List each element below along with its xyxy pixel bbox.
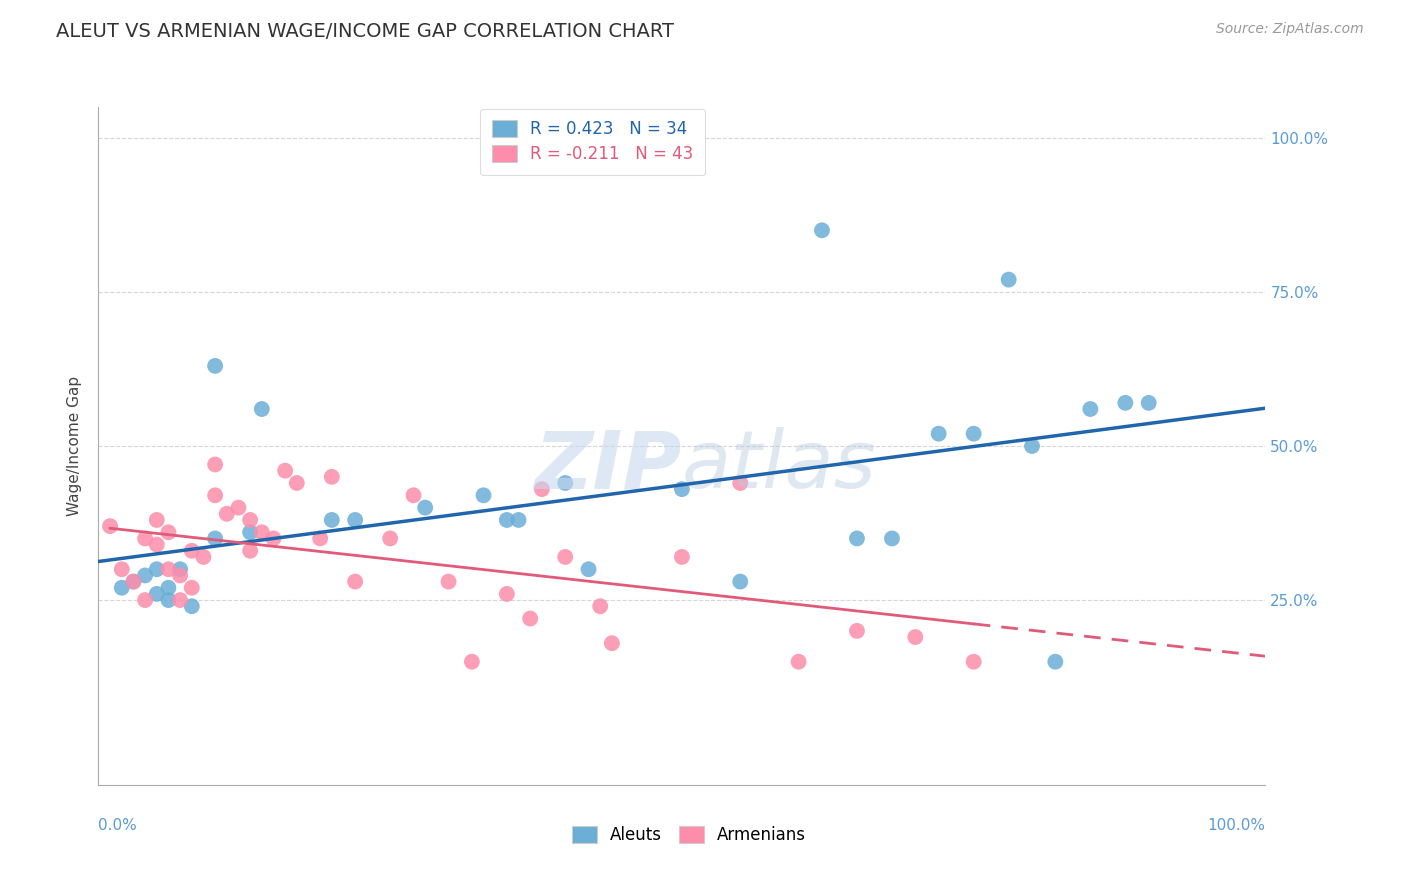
Point [962, 655, 984, 669]
Point [250, 525, 273, 540]
Point [461, 655, 484, 669]
Point [309, 532, 332, 546]
Point [1114, 396, 1136, 410]
Point [321, 513, 343, 527]
Point [530, 482, 553, 496]
Point [146, 513, 169, 527]
Point [98, 519, 121, 533]
Point [180, 543, 202, 558]
Point [285, 475, 308, 490]
Text: ALEUT VS ARMENIAN WAGE/INCOME GAP CORRELATION CHART: ALEUT VS ARMENIAN WAGE/INCOME GAP CORREL… [56, 22, 675, 41]
Point [204, 532, 226, 546]
Point [495, 587, 517, 601]
Point [378, 532, 402, 546]
Point [204, 458, 226, 472]
Point [146, 538, 169, 552]
Point [554, 475, 576, 490]
Point [730, 574, 752, 589]
Point [671, 549, 693, 564]
Point [250, 402, 273, 417]
Text: atlas: atlas [682, 427, 877, 506]
Point [262, 532, 284, 546]
Point [413, 500, 436, 515]
Point [134, 568, 156, 582]
Point [344, 574, 367, 589]
Text: 100.0%: 100.0% [1208, 818, 1265, 832]
Point [157, 593, 180, 607]
Point [180, 581, 202, 595]
Point [671, 482, 693, 496]
Point [193, 549, 215, 564]
Point [122, 574, 145, 589]
Point [122, 574, 145, 589]
Point [169, 568, 191, 582]
Point [472, 488, 495, 502]
Point [811, 223, 834, 237]
Point [169, 593, 191, 607]
Legend: Aleuts, Armenians: Aleuts, Armenians [564, 818, 814, 853]
Point [204, 359, 226, 373]
Point [134, 532, 156, 546]
Point [519, 611, 541, 625]
Point [730, 475, 752, 490]
Point [402, 488, 425, 502]
Point [157, 525, 180, 540]
Point [880, 532, 903, 546]
Point [1021, 439, 1043, 453]
Point [228, 500, 250, 515]
Point [180, 599, 202, 614]
Point [554, 549, 576, 564]
Point [495, 513, 517, 527]
Point [146, 562, 169, 576]
Point [508, 513, 530, 527]
Point [1080, 402, 1102, 417]
Point [600, 636, 623, 650]
Point [239, 543, 262, 558]
Text: 0.0%: 0.0% [98, 818, 138, 832]
Text: ZIP: ZIP [534, 427, 682, 506]
Point [157, 562, 180, 576]
Point [904, 630, 927, 644]
Point [134, 593, 156, 607]
Point [344, 513, 367, 527]
Point [578, 562, 600, 576]
Point [846, 624, 869, 638]
Legend: R = 0.423   N = 34, R = -0.211   N = 43: R = 0.423 N = 34, R = -0.211 N = 43 [481, 109, 704, 175]
Text: Source: ZipAtlas.com: Source: ZipAtlas.com [1216, 22, 1364, 37]
Point [146, 587, 169, 601]
Point [215, 507, 238, 521]
Point [589, 599, 612, 614]
Point [928, 426, 950, 441]
Point [997, 272, 1019, 286]
Point [437, 574, 460, 589]
Point [204, 488, 226, 502]
Point [111, 581, 134, 595]
Point [274, 464, 297, 478]
Point [169, 562, 191, 576]
Point [157, 581, 180, 595]
Point [321, 470, 343, 484]
Point [239, 513, 262, 527]
Point [1137, 396, 1160, 410]
Point [787, 655, 810, 669]
Point [111, 562, 134, 576]
Point [962, 426, 984, 441]
Y-axis label: Wage/Income Gap: Wage/Income Gap [67, 376, 83, 516]
Point [846, 532, 869, 546]
Point [1045, 655, 1067, 669]
Point [239, 525, 262, 540]
